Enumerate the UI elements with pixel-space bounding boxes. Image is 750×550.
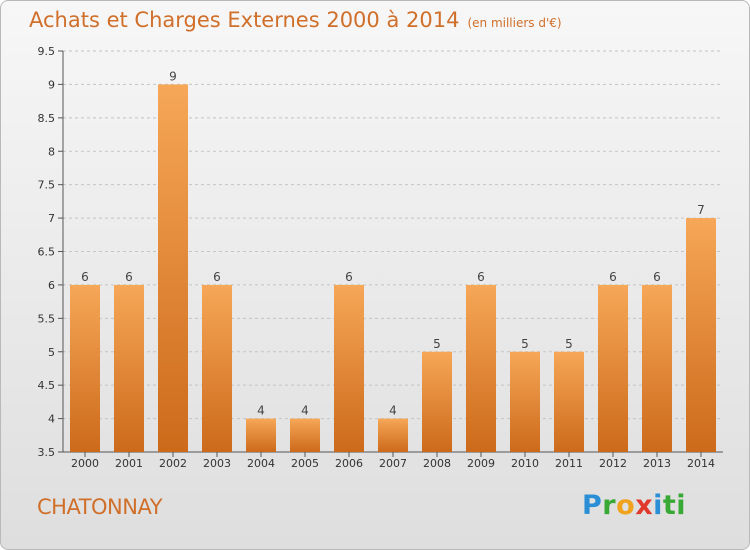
bar-2005 [290, 418, 320, 452]
bar-2004 [246, 418, 276, 452]
bar-2007 [378, 418, 408, 452]
bar-2009 [466, 284, 496, 452]
bar-2013 [642, 284, 672, 452]
labels: 3.5 4 4.5 5 5.5 6 6.5 7 7.5 8 8.5 9 9.5 6 2000 6 2001 9 20… [38, 45, 716, 470]
bar-2011 [554, 351, 584, 452]
data-label: 6 [81, 270, 89, 284]
bar-2002 [158, 84, 188, 453]
y-tick-label: 7.5 [38, 179, 56, 192]
logo-letter: ti [662, 490, 687, 521]
x-tick-label: 2007 [379, 457, 407, 470]
bar-2006 [334, 284, 364, 452]
y-tick-label: 5.5 [38, 312, 56, 325]
x-tick-label: 2011 [555, 457, 583, 470]
data-label: 6 [477, 270, 485, 284]
y-tick-label: 8.5 [38, 112, 56, 125]
logo-letter: i [653, 490, 663, 521]
data-label: 9 [169, 69, 177, 83]
x-tick-label: 2002 [159, 457, 187, 470]
data-label: 5 [565, 337, 573, 351]
bar-2003 [202, 284, 232, 452]
y-tick-label: 6 [48, 279, 55, 292]
chart-title: Achats et Charges Externes 2000 à 2014 (e… [29, 8, 562, 32]
x-tick-label: 2008 [423, 457, 451, 470]
y-tick-label: 4 [48, 413, 55, 426]
y-tick-label: 4.5 [38, 379, 56, 392]
y-tick-label: 6.5 [38, 246, 56, 259]
chart-subtitle: (en milliers d'€) [467, 16, 562, 30]
data-label: 4 [257, 404, 265, 418]
x-tick-label: 2012 [599, 457, 627, 470]
bar-2010 [510, 351, 540, 452]
x-tick-label: 2014 [687, 457, 715, 470]
x-tick-label: 2000 [71, 457, 99, 470]
bars [70, 84, 716, 453]
proxiti-logo: Proxiti [582, 490, 686, 521]
chart-title-text: Achats et Charges Externes 2000 à 2014 [29, 8, 460, 32]
data-label: 4 [301, 404, 309, 418]
x-tick-label: 2013 [643, 457, 671, 470]
data-label: 6 [653, 270, 661, 284]
data-label: 5 [433, 337, 441, 351]
x-tick-label: 2004 [247, 457, 275, 470]
bar-2012 [598, 284, 628, 452]
bar-2001 [114, 284, 144, 452]
logo-letter: r [602, 490, 617, 521]
data-label: 6 [609, 270, 617, 284]
logo-letter: x [635, 490, 654, 521]
logo-letter: o [616, 490, 636, 521]
data-label: 6 [213, 270, 221, 284]
y-tick-label: 3.5 [38, 446, 56, 459]
bar-2000 [70, 284, 100, 452]
y-tick-label: 9.5 [38, 45, 56, 58]
y-tick-label: 7 [48, 212, 55, 225]
bar-2008 [422, 351, 452, 452]
data-label: 6 [345, 270, 353, 284]
x-tick-label: 2009 [467, 457, 495, 470]
x-tick-label: 2003 [203, 457, 231, 470]
x-tick-label: 2001 [115, 457, 143, 470]
x-tick-label: 2005 [291, 457, 319, 470]
data-label: 5 [521, 337, 529, 351]
data-label: 7 [697, 203, 705, 217]
x-tick-label: 2010 [511, 457, 539, 470]
logo-letter: P [582, 490, 603, 521]
y-tick-label: 9 [48, 78, 55, 91]
data-label: 4 [389, 404, 397, 418]
bar-2014 [686, 218, 716, 452]
data-label: 6 [125, 270, 133, 284]
x-tick-label: 2006 [335, 457, 363, 470]
y-tick-label: 5 [48, 346, 55, 359]
place-name: CHATONNAY [37, 495, 163, 519]
y-tick-label: 8 [48, 145, 55, 158]
